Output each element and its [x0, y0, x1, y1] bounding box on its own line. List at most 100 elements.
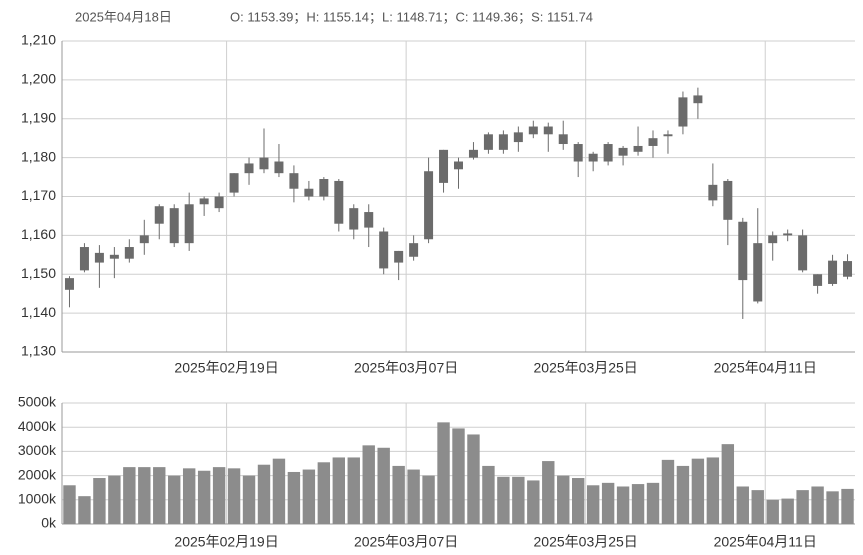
y-tick-label: 1,170 [21, 187, 56, 203]
x-tick-label: 2025年04月11日 [714, 360, 817, 376]
volume-bar [512, 476, 525, 524]
candle-body [124, 247, 134, 259]
volume-bar [123, 467, 136, 524]
volume-bar [586, 485, 600, 524]
candle-body [379, 231, 389, 269]
volume-bar [182, 468, 196, 524]
volume-bar [691, 458, 705, 524]
candle-body [199, 198, 209, 205]
volume-bar [796, 490, 809, 524]
candle-body [693, 95, 703, 104]
candle-body [214, 196, 224, 209]
volume-bar [706, 457, 720, 524]
volume-bar [407, 469, 420, 524]
volume-bar [242, 475, 256, 524]
y-tick-label: 1000k [18, 491, 57, 507]
candle-body [229, 173, 239, 193]
candle-body [364, 212, 374, 228]
candle-body [439, 149, 449, 183]
volume-bar [377, 447, 390, 524]
candle-body [319, 179, 329, 197]
x-tick-label: 2025年02月19日 [174, 360, 278, 376]
y-tick-label: 1,160 [21, 226, 56, 242]
x-tick-label: 2025年02月19日 [174, 534, 278, 550]
candle-body [603, 144, 613, 162]
volume-bar [317, 462, 331, 524]
candle-body [289, 173, 299, 189]
volume-bar [108, 475, 121, 524]
volume-bar [571, 478, 585, 524]
volume-bar [302, 469, 316, 524]
candle-body [828, 260, 838, 284]
volume-bar [811, 486, 824, 524]
volume-bar [332, 457, 346, 524]
x-tick-label: 2025年03月07日 [354, 534, 458, 550]
y-tick-label: 4000k [18, 418, 57, 434]
y-tick-label: 0k [41, 515, 57, 531]
y-tick-label: 1,200 [21, 71, 56, 87]
candle-body [753, 243, 763, 302]
candle-body [498, 134, 508, 150]
volume-bar [482, 465, 495, 524]
candle-body [588, 153, 598, 162]
volume-bar [257, 464, 271, 524]
volume-bar [467, 434, 480, 524]
candle-body [618, 147, 628, 156]
x-tick-label: 2025年03月07日 [354, 360, 458, 376]
volume-bar [272, 458, 286, 524]
volume-bar [362, 445, 375, 524]
volume-bar [93, 478, 106, 524]
candle-body [633, 145, 643, 152]
volume-bar [766, 499, 779, 524]
volume-bar [63, 485, 76, 524]
volume-bar [287, 471, 301, 524]
candle-body [813, 274, 823, 286]
candle-body [708, 184, 718, 201]
candle-body [244, 163, 254, 174]
volume-bar [736, 486, 749, 524]
volume-bar [781, 498, 794, 524]
y-tick-label: 2000k [18, 466, 57, 482]
candle-body [678, 97, 688, 127]
candle-body [768, 235, 778, 244]
candle-body [409, 243, 419, 257]
candle-body [109, 254, 119, 259]
candle-body [184, 204, 194, 244]
header-ohlc: O: 1153.39；H: 1155.14；L: 1148.71；C: 1149… [230, 9, 593, 25]
candle-body [274, 161, 284, 174]
candle-body [483, 134, 493, 150]
volume-bar [197, 470, 211, 524]
y-tick-label: 3000k [18, 442, 57, 458]
candle-body [139, 235, 149, 244]
volume-bar [676, 465, 690, 524]
candle-body [454, 161, 463, 170]
candle-body [648, 138, 658, 146]
volume-bar [601, 482, 615, 524]
volume-bar [527, 480, 540, 524]
volume-bar [661, 459, 675, 524]
volume-bar [227, 468, 241, 524]
volume-bar [631, 484, 645, 524]
volume-bar [616, 486, 630, 524]
candle-body [334, 180, 344, 224]
x-tick-label: 2025年04月11日 [714, 534, 817, 550]
candle-body [169, 208, 179, 244]
volume-bar [168, 475, 181, 524]
volume-bar [347, 457, 360, 524]
volume-bar [646, 482, 660, 524]
volume-bar [78, 496, 91, 524]
volume-bar [751, 490, 764, 524]
volume-bar [841, 488, 854, 524]
volume-bar [542, 461, 555, 524]
volume-bar [422, 475, 435, 524]
volume-bar [392, 465, 405, 524]
candle-body [64, 278, 74, 290]
candle-body [558, 134, 568, 145]
candle-body [94, 252, 104, 263]
volume-bar [452, 428, 465, 524]
volume-bar [826, 491, 839, 524]
y-tick-label: 1,140 [21, 304, 56, 320]
candle-body [723, 180, 733, 220]
candle-body [783, 233, 793, 236]
volume-bar [138, 467, 151, 524]
